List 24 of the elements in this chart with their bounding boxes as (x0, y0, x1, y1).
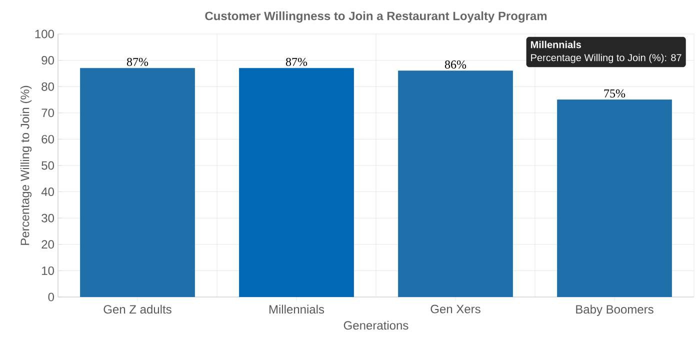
data-label: 75% (604, 89, 626, 98)
x-tick-label: Gen Z adults (104, 304, 172, 314)
y-tick-label: 100 (35, 30, 54, 38)
data-label: 87% (126, 58, 148, 66)
y-tick-label: 10 (42, 266, 54, 275)
x-tick-label: Millennials (269, 304, 324, 314)
x-axis-title: Generations (344, 320, 408, 330)
y-tick-label: 90 (42, 56, 54, 65)
y-tick-label: 80 (42, 82, 54, 91)
y-tick-label: 0 (48, 292, 54, 302)
y-tick-label: 20 (42, 240, 54, 249)
annotation: Percentage Willing to Join (%): 87 (531, 54, 682, 64)
annotation: Millennials (530, 40, 582, 48)
y-tick-label: 60 (42, 134, 54, 144)
data-label: 86% (444, 60, 466, 69)
y-tick-label: 50 (42, 161, 54, 170)
y-tick-label: 70 (42, 108, 54, 118)
x-tick-label: Baby Boomers (576, 304, 654, 316)
y-tick-label: 30 (42, 214, 54, 222)
y-tick-label: 40 (41, 188, 54, 196)
chart-title: Customer Willingness to Join a Restaurant Loyalty Program (205, 11, 547, 23)
y-axis-title: Percentage Willing to Join (%) (20, 86, 32, 245)
x-tick-label: Gen Xers (430, 304, 480, 314)
data-label: 87% (286, 58, 308, 66)
